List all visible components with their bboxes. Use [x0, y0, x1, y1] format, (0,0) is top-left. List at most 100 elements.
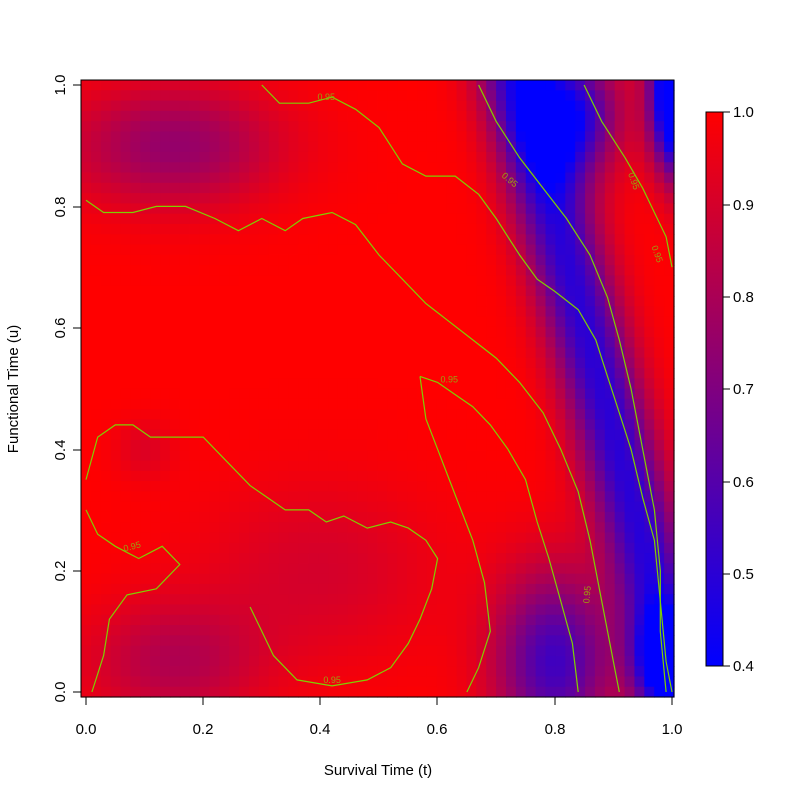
heatmap-cell	[466, 306, 477, 318]
heatmap-cell	[446, 614, 458, 626]
heatmap-cell	[654, 409, 665, 420]
heatmap-cell	[407, 625, 418, 636]
heatmap-cell	[644, 378, 655, 390]
heatmap-cell	[130, 398, 141, 410]
heatmap-cell	[347, 172, 359, 184]
heatmap-cell	[417, 193, 428, 204]
heatmap-cell	[268, 244, 280, 256]
heatmap-cell	[397, 501, 408, 513]
heatmap-cell	[150, 337, 161, 348]
heatmap-cell	[555, 645, 566, 657]
heatmap-cell	[446, 563, 458, 575]
heatmap-cell	[466, 686, 477, 698]
heatmap-cell	[219, 172, 230, 184]
heatmap-cell	[545, 645, 556, 657]
heatmap-cell	[565, 553, 576, 564]
heatmap-cell	[614, 398, 626, 410]
heatmap-cell	[456, 265, 468, 276]
heatmap-cell	[179, 213, 191, 225]
heatmap-cell	[81, 172, 92, 184]
heatmap-cell	[644, 162, 655, 174]
heatmap-cell	[486, 676, 497, 688]
heatmap-cell	[505, 614, 517, 626]
heatmap-cell	[496, 409, 507, 420]
heatmap-cell	[130, 409, 141, 420]
heatmap-cell	[298, 676, 309, 688]
heatmap-cell	[476, 162, 487, 174]
heatmap-cell	[337, 234, 349, 246]
heatmap-cell	[614, 614, 626, 626]
heatmap-cell	[90, 594, 102, 606]
heatmap-cell	[446, 90, 458, 102]
heatmap-cell	[486, 203, 497, 215]
heatmap-cell	[130, 141, 141, 153]
heatmap-cell	[278, 131, 290, 143]
heatmap-cell	[268, 522, 280, 534]
heatmap-cell	[496, 213, 507, 225]
heatmap-cell	[278, 501, 290, 513]
heatmap-cell	[239, 388, 250, 400]
heatmap-cell	[298, 254, 309, 266]
heatmap-cell	[476, 470, 487, 482]
heatmap-cell	[545, 676, 556, 688]
heatmap-cell	[575, 162, 586, 174]
heatmap-cell	[328, 553, 339, 564]
heatmap-cell	[407, 635, 418, 647]
heatmap-cell	[654, 604, 665, 616]
heatmap-cell	[209, 686, 220, 698]
heatmap-cell	[81, 285, 92, 297]
heatmap-cell	[249, 131, 260, 143]
heatmap-cell	[229, 614, 240, 626]
heatmap-cell	[505, 234, 517, 246]
heatmap-cell	[258, 686, 270, 698]
heatmap-cell	[328, 295, 339, 307]
heatmap-cell	[654, 234, 665, 246]
heatmap-cell	[199, 563, 211, 575]
heatmap-cell	[160, 583, 171, 595]
heatmap-cell	[456, 388, 468, 400]
heatmap-cell	[614, 151, 626, 163]
heatmap-cell	[179, 141, 191, 153]
heatmap-cell	[545, 141, 556, 153]
heatmap-cell	[120, 378, 132, 390]
heatmap-cell	[466, 367, 477, 379]
heatmap-cell	[229, 347, 240, 359]
heatmap-cell	[189, 686, 201, 698]
heatmap-cell	[278, 522, 290, 534]
heatmap-cell	[120, 316, 132, 328]
heatmap-cell	[624, 409, 636, 420]
heatmap-cell	[555, 419, 566, 431]
heatmap-cell	[634, 378, 645, 390]
heatmap-cell	[644, 398, 655, 410]
heatmap-cell	[575, 306, 586, 318]
heatmap-cell	[634, 193, 645, 204]
heatmap-cell	[377, 80, 388, 91]
heatmap-cell	[575, 295, 586, 307]
heatmap-cell	[585, 182, 596, 194]
heatmap-cell	[150, 203, 161, 215]
heatmap-cell	[357, 347, 369, 359]
heatmap-cell	[585, 614, 596, 626]
heatmap-cell	[100, 316, 112, 328]
heatmap-cell	[140, 367, 151, 379]
heatmap-cell	[308, 110, 319, 122]
heatmap-cell	[466, 439, 477, 451]
heatmap-cell	[209, 409, 220, 420]
heatmap-cell	[308, 193, 319, 204]
heatmap-cell	[505, 316, 517, 328]
heatmap-cell	[318, 306, 329, 318]
heatmap-cell	[634, 254, 645, 266]
heatmap-cell	[426, 542, 438, 554]
heatmap-cell	[199, 583, 211, 595]
heatmap-cell	[436, 295, 448, 307]
heatmap-cell	[377, 378, 388, 390]
heatmap-cell	[486, 162, 497, 174]
heatmap-cell	[486, 295, 497, 307]
heatmap-cell	[357, 573, 369, 585]
heatmap-cell	[387, 337, 398, 348]
heatmap-cell	[347, 460, 359, 472]
heatmap-cell	[417, 583, 428, 595]
heatmap-cell	[130, 594, 141, 606]
heatmap-cell	[436, 234, 448, 246]
heatmap-cell	[446, 594, 458, 606]
